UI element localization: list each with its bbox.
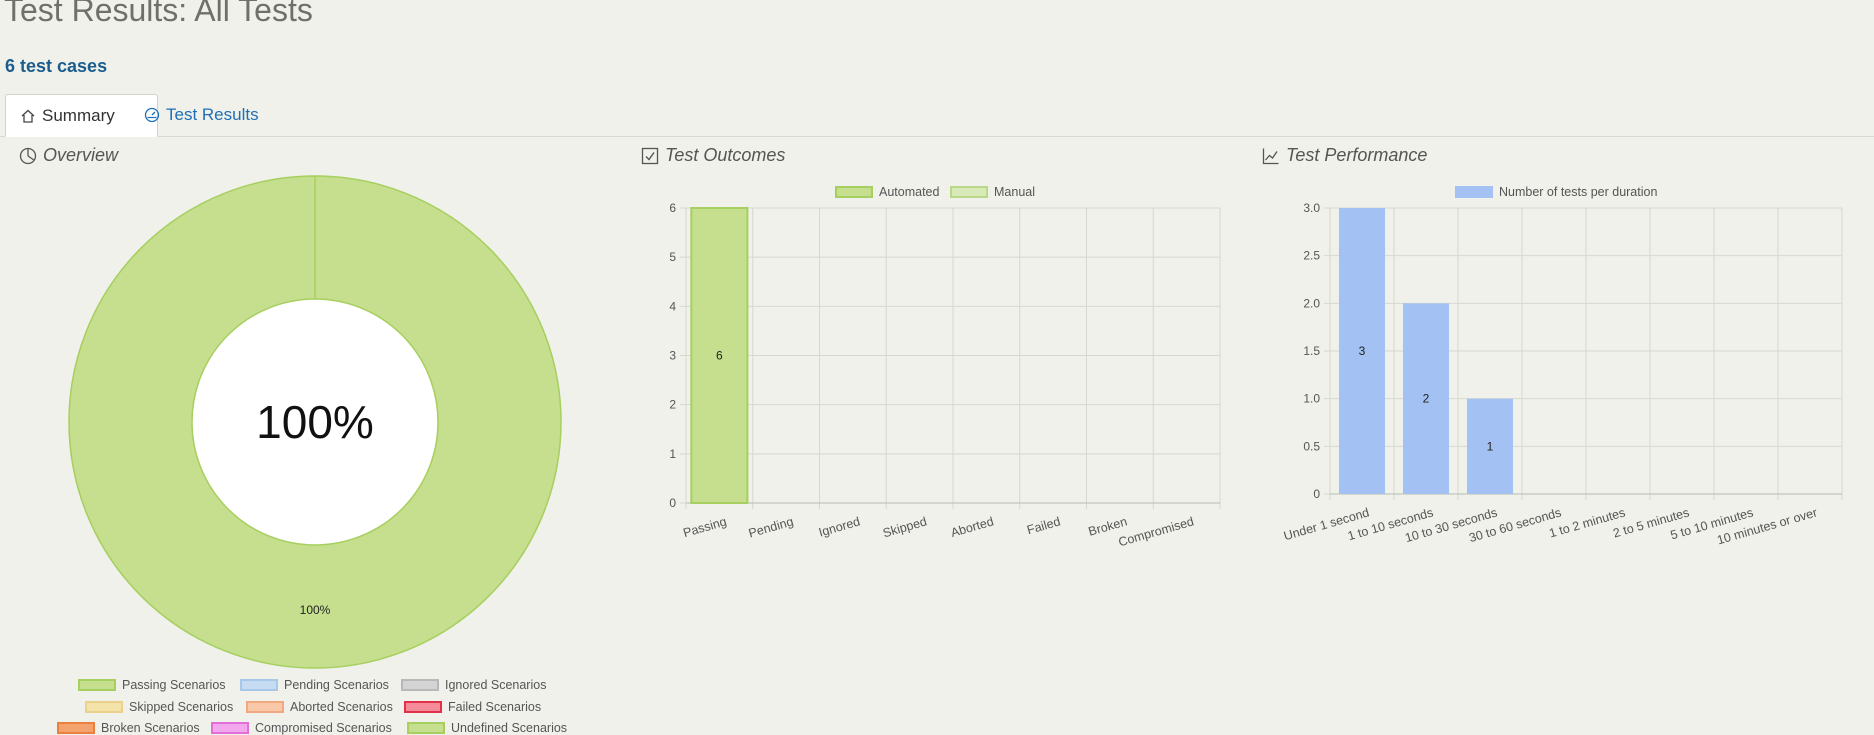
legend-swatch <box>211 722 249 734</box>
legend-label: Pending Scenarios <box>284 678 389 692</box>
overview-legend-item[interactable]: Passing Scenarios <box>78 678 226 692</box>
overview-legend-item[interactable]: Failed Scenarios <box>404 700 541 714</box>
bar-value-label: 3 <box>1359 344 1366 358</box>
legend-swatch <box>85 701 123 713</box>
donut-center-label: 100% <box>256 396 374 448</box>
bar-value-label: 6 <box>716 349 723 363</box>
tab-test-results-label: Test Results <box>166 104 259 124</box>
legend-label: Aborted Scenarios <box>290 700 393 714</box>
pie-chart-icon <box>19 147 37 164</box>
bar-value-label: 2 <box>1423 392 1430 406</box>
y-tick-label: 5 <box>669 250 676 264</box>
performance-legend: Number of tests per duration <box>1455 185 1657 199</box>
bar[interactable] <box>690 207 749 504</box>
y-tick-label: 1.5 <box>1303 344 1320 358</box>
duration-swatch <box>1455 186 1493 198</box>
tab-test-results[interactable]: Test Results <box>130 94 273 135</box>
overview-legend-item[interactable]: Broken Scenarios <box>57 721 200 735</box>
bar-value-label: 1 <box>1487 439 1494 453</box>
outcomes-title: Test Outcomes <box>665 145 786 165</box>
legend-swatch <box>401 679 439 691</box>
checkbox-icon <box>641 147 659 164</box>
legend-swatch <box>78 679 116 691</box>
tab-summary-label: Summary <box>42 105 115 125</box>
line-chart-icon <box>1262 148 1279 164</box>
x-tick-label: Failed <box>1025 514 1062 537</box>
legend-swatch <box>57 722 95 734</box>
legend-label: Ignored Scenarios <box>445 678 547 692</box>
legend-label: Skipped Scenarios <box>129 700 234 714</box>
test-case-count: 6 test cases <box>5 56 108 76</box>
automated-swatch <box>835 186 873 198</box>
legend-label: Compromised Scenarios <box>255 721 392 735</box>
y-tick-label: 1 <box>669 447 676 461</box>
tab-bar: Summary Test Results <box>0 94 1874 137</box>
y-tick-label: 3 <box>669 349 676 363</box>
manual-legend-label: Manual <box>994 185 1035 199</box>
outcomes-legend-manual: Manual <box>950 185 1035 199</box>
legend-swatch <box>407 722 445 734</box>
overview-donut-chart: 100% 100% <box>68 175 562 669</box>
y-tick-label: 1.0 <box>1303 392 1320 406</box>
legend-label: Passing Scenarios <box>122 678 226 692</box>
automated-legend-label: Automated <box>879 185 940 199</box>
x-tick-label: Ignored <box>817 514 862 539</box>
outcomes-heading: Test Outcomes <box>641 145 785 166</box>
bar[interactable] <box>1466 398 1514 494</box>
manual-swatch <box>950 186 988 198</box>
bar[interactable] <box>1338 208 1386 494</box>
legend-label: Broken Scenarios <box>101 721 200 735</box>
dashboard-icon <box>144 107 160 122</box>
page-title: Test Results: All Tests <box>4 0 313 28</box>
outcomes-legend-automated: Automated <box>835 185 939 199</box>
y-tick-label: 2 <box>669 398 676 412</box>
y-tick-label: 6 <box>669 201 676 215</box>
overview-legend-item[interactable]: Aborted Scenarios <box>246 700 393 714</box>
outcomes-bar-chart: 0 1 2 3 4 5 6 6 Passing Pending Ignored Skipped Abor… <box>669 201 1221 549</box>
legend-label: Undefined Scenarios <box>451 721 568 735</box>
y-tick-label: 2.0 <box>1303 296 1320 310</box>
overview-legend-item[interactable]: Undefined Scenarios <box>407 721 567 735</box>
overview-legend-item[interactable]: Compromised Scenarios <box>211 721 392 735</box>
overview-legend-item[interactable]: Ignored Scenarios <box>401 678 546 692</box>
x-tick-label: Pending <box>747 514 795 540</box>
performance-legend-label: Number of tests per duration <box>1499 185 1658 199</box>
y-tick-label: 0 <box>1313 487 1320 501</box>
y-tick-label: 4 <box>669 299 676 313</box>
overview-title: Overview <box>43 145 119 165</box>
y-tick-label: 2.5 <box>1303 249 1320 263</box>
bar[interactable] <box>1402 303 1450 494</box>
overview-legend-item[interactable]: Pending Scenarios <box>240 678 389 692</box>
performance-heading: Test Performance <box>1262 145 1427 166</box>
legend-label: Failed Scenarios <box>448 700 542 714</box>
overview-heading: Overview <box>19 145 118 166</box>
performance-title: Test Performance <box>1286 145 1428 165</box>
y-tick-label: 0.5 <box>1303 439 1320 453</box>
home-icon <box>21 109 35 123</box>
x-tick-label: Aborted <box>949 514 995 540</box>
x-tick-label: Skipped <box>881 514 928 540</box>
legend-swatch <box>404 701 442 713</box>
y-tick-label: 3.0 <box>1303 201 1320 215</box>
tab-summary[interactable]: Summary <box>5 94 158 137</box>
x-tick-label: Compromised <box>1117 514 1196 549</box>
legend-swatch <box>240 679 278 691</box>
donut-slice-label: 100% <box>300 603 331 617</box>
y-tick-label: 0 <box>669 496 676 510</box>
overview-legend-item[interactable]: Skipped Scenarios <box>85 700 233 714</box>
x-tick-label: Passing <box>682 514 729 540</box>
legend-swatch <box>246 701 284 713</box>
